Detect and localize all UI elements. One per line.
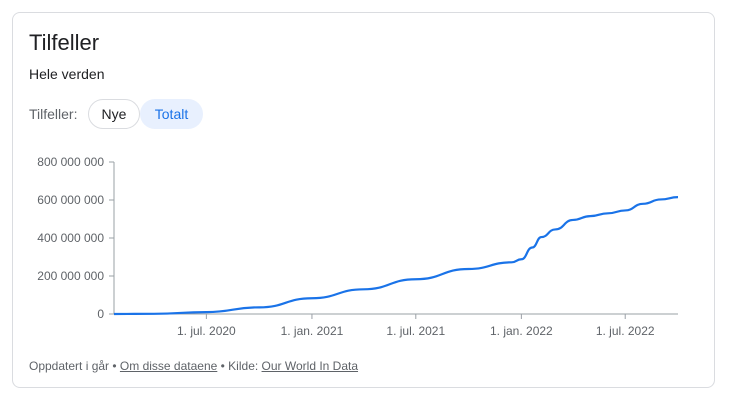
source-label: • Kilde: bbox=[217, 359, 262, 373]
chip-total[interactable]: Totalt bbox=[140, 99, 203, 129]
x-tick-label: 1. jan. 2021 bbox=[281, 324, 344, 338]
chip-new[interactable]: Nye bbox=[88, 99, 140, 129]
separator: • bbox=[109, 359, 120, 373]
footer: Oppdatert i går • Om disse dataene • Kil… bbox=[29, 359, 358, 373]
region-label: Hele verden bbox=[29, 66, 105, 82]
x-tick-label: 1. jul. 2020 bbox=[177, 324, 236, 338]
updated-text: Oppdatert i går bbox=[29, 359, 110, 373]
y-tick-label: 200 000 000 bbox=[37, 269, 104, 283]
about-data-link[interactable]: Om disse dataene bbox=[119, 359, 218, 373]
cases-line bbox=[113, 196, 679, 316]
card-title: Tilfeller bbox=[29, 30, 100, 55]
source-link[interactable]: Our World In Data bbox=[261, 359, 359, 373]
filter-label: Tilfeller: bbox=[29, 106, 78, 122]
y-tick-label: 400 000 000 bbox=[37, 231, 104, 245]
cases-card bbox=[12, 12, 715, 388]
x-tick-label: 1. jul. 2022 bbox=[596, 324, 655, 338]
x-tick-label: 1. jul. 2021 bbox=[386, 324, 445, 338]
x-tick-label: 1. jan. 2022 bbox=[490, 324, 553, 338]
y-tick-label: 600 000 000 bbox=[37, 193, 104, 207]
y-tick-label: 800 000 000 bbox=[37, 155, 104, 169]
y-tick-label: 0 bbox=[97, 307, 104, 321]
